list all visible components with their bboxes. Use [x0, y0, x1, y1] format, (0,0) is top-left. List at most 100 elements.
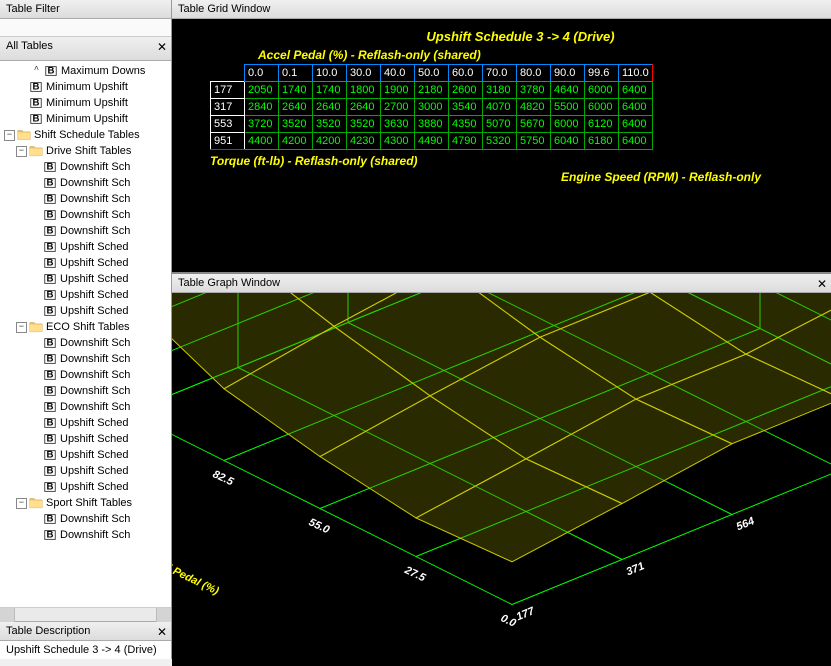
x-header[interactable]: 0.1	[279, 65, 313, 82]
x-header[interactable]: 80.0	[517, 65, 551, 82]
tree-folder[interactable]: −Shift Schedule Tables	[0, 127, 171, 143]
tree-folder[interactable]: −Sport Shift Tables	[0, 495, 171, 511]
grid-cell[interactable]: 5070	[483, 116, 517, 133]
expand-icon[interactable]: −	[16, 498, 27, 509]
tree-table-item[interactable]: BUpshift Sched	[0, 239, 171, 255]
grid-cell[interactable]: 4820	[517, 99, 551, 116]
data-grid[interactable]: 0.00.110.030.040.050.060.070.080.090.099…	[210, 64, 653, 150]
grid-cell[interactable]: 5750	[517, 133, 551, 150]
x-header[interactable]: 70.0	[483, 65, 517, 82]
x-header[interactable]: 50.0	[415, 65, 449, 82]
tree-folder[interactable]: −ECO Shift Tables	[0, 319, 171, 335]
x-header[interactable]: 99.6	[585, 65, 619, 82]
tree-view[interactable]: ^BMaximum DownsBMinimum UpshiftBMinimum …	[0, 61, 171, 607]
grid-cell[interactable]: 3000	[415, 99, 449, 116]
tree-table-item[interactable]: BMinimum Upshift	[0, 95, 171, 111]
tree-table-item[interactable]: BUpshift Sched	[0, 431, 171, 447]
grid-cell[interactable]: 6400	[619, 116, 653, 133]
expand-icon[interactable]: −	[16, 322, 27, 333]
tree-table-item[interactable]: BUpshift Sched	[0, 415, 171, 431]
expand-icon[interactable]: −	[4, 130, 15, 141]
y-header[interactable]: 951	[211, 133, 245, 150]
x-header[interactable]: 10.0	[313, 65, 347, 82]
x-header[interactable]: 0.0	[245, 65, 279, 82]
y-header[interactable]: 177	[211, 82, 245, 99]
grid-cell[interactable]: 2640	[313, 99, 347, 116]
grid-cell[interactable]: 3780	[517, 82, 551, 99]
grid-cell[interactable]: 6000	[551, 116, 585, 133]
grid-cell[interactable]: 1800	[347, 82, 381, 99]
grid-cell[interactable]: 6400	[619, 133, 653, 150]
grid-cell[interactable]: 4300	[381, 133, 415, 150]
tree-table-item[interactable]: BDownshift Sch	[0, 367, 171, 383]
x-header[interactable]: 90.0	[551, 65, 585, 82]
x-header[interactable]: 30.0	[347, 65, 381, 82]
tree-folder[interactable]: −Drive Shift Tables	[0, 143, 171, 159]
tree-table-item[interactable]: BDownshift Sch	[0, 191, 171, 207]
tree-table-item[interactable]: BDownshift Sch	[0, 351, 171, 367]
close-icon[interactable]: ✕	[157, 625, 167, 639]
tree-table-item[interactable]: BDownshift Sch	[0, 175, 171, 191]
grid-cell[interactable]: 1740	[279, 82, 313, 99]
horizontal-scrollbar[interactable]	[0, 607, 171, 621]
tree-table-item[interactable]: BUpshift Sched	[0, 287, 171, 303]
grid-cell[interactable]: 3180	[483, 82, 517, 99]
tree-table-item[interactable]: BDownshift Sch	[0, 383, 171, 399]
tree-table-item[interactable]: BUpshift Sched	[0, 479, 171, 495]
grid-cell[interactable]: 1900	[381, 82, 415, 99]
grid-cell[interactable]: 2600	[449, 82, 483, 99]
grid-cell[interactable]: 4490	[415, 133, 449, 150]
grid-cell[interactable]: 2840	[245, 99, 279, 116]
grid-cell[interactable]: 2050	[245, 82, 279, 99]
x-header[interactable]: 40.0	[381, 65, 415, 82]
grid-cell[interactable]: 2640	[347, 99, 381, 116]
close-icon[interactable]: ✕	[817, 277, 827, 291]
grid-cell[interactable]: 4070	[483, 99, 517, 116]
tree-table-item[interactable]: BMinimum Upshift	[0, 111, 171, 127]
grid-cell[interactable]: 6400	[619, 99, 653, 116]
scroll-up-icon[interactable]: ^	[31, 66, 42, 77]
grid-cell[interactable]: 3540	[449, 99, 483, 116]
grid-cell[interactable]: 6400	[619, 82, 653, 99]
grid-cell[interactable]: 4350	[449, 116, 483, 133]
grid-cell[interactable]: 6120	[585, 116, 619, 133]
y-header[interactable]: 553	[211, 116, 245, 133]
tree-table-item[interactable]: BUpshift Sched	[0, 447, 171, 463]
grid-cell[interactable]: 6180	[585, 133, 619, 150]
grid-cell[interactable]: 2700	[381, 99, 415, 116]
grid-cell[interactable]: 2180	[415, 82, 449, 99]
grid-cell[interactable]: 4790	[449, 133, 483, 150]
grid-cell[interactable]: 3520	[347, 116, 381, 133]
grid-cell[interactable]: 3520	[313, 116, 347, 133]
tree-table-item[interactable]: BDownshift Sch	[0, 527, 171, 543]
grid-cell[interactable]: 5320	[483, 133, 517, 150]
grid-cell[interactable]: 3630	[381, 116, 415, 133]
tree-table-item[interactable]: BUpshift Sched	[0, 271, 171, 287]
tree-table-item[interactable]: BUpshift Sched	[0, 303, 171, 319]
grid-cell[interactable]: 2640	[279, 99, 313, 116]
graph-body[interactable]: 0.027.555.082.5110.0177371564758951-5002…	[172, 293, 831, 666]
grid-cell[interactable]: 3720	[245, 116, 279, 133]
grid-cell[interactable]: 6000	[585, 82, 619, 99]
grid-cell[interactable]: 4200	[313, 133, 347, 150]
tree-table-item[interactable]: BDownshift Sch	[0, 335, 171, 351]
tree-table-item[interactable]: BUpshift Sched	[0, 463, 171, 479]
grid-cell[interactable]: 4230	[347, 133, 381, 150]
y-header[interactable]: 317	[211, 99, 245, 116]
tree-table-item[interactable]: BUpshift Sched	[0, 255, 171, 271]
x-header[interactable]: 110.0	[619, 65, 653, 82]
grid-cell[interactable]: 4640	[551, 82, 585, 99]
tree-table-item[interactable]: BDownshift Sch	[0, 223, 171, 239]
grid-cell[interactable]: 3520	[279, 116, 313, 133]
grid-cell[interactable]: 4400	[245, 133, 279, 150]
tree-table-item[interactable]: BDownshift Sch	[0, 399, 171, 415]
tree-table-item[interactable]: BMinimum Upshift	[0, 79, 171, 95]
grid-cell[interactable]: 4200	[279, 133, 313, 150]
grid-cell[interactable]: 5670	[517, 116, 551, 133]
tree-table-item[interactable]: BDownshift Sch	[0, 511, 171, 527]
grid-cell[interactable]: 6000	[585, 99, 619, 116]
tree-table-item[interactable]: ^BMaximum Downs	[0, 63, 171, 79]
tree-table-item[interactable]: BDownshift Sch	[0, 207, 171, 223]
expand-icon[interactable]: −	[16, 146, 27, 157]
grid-cell[interactable]: 5500	[551, 99, 585, 116]
